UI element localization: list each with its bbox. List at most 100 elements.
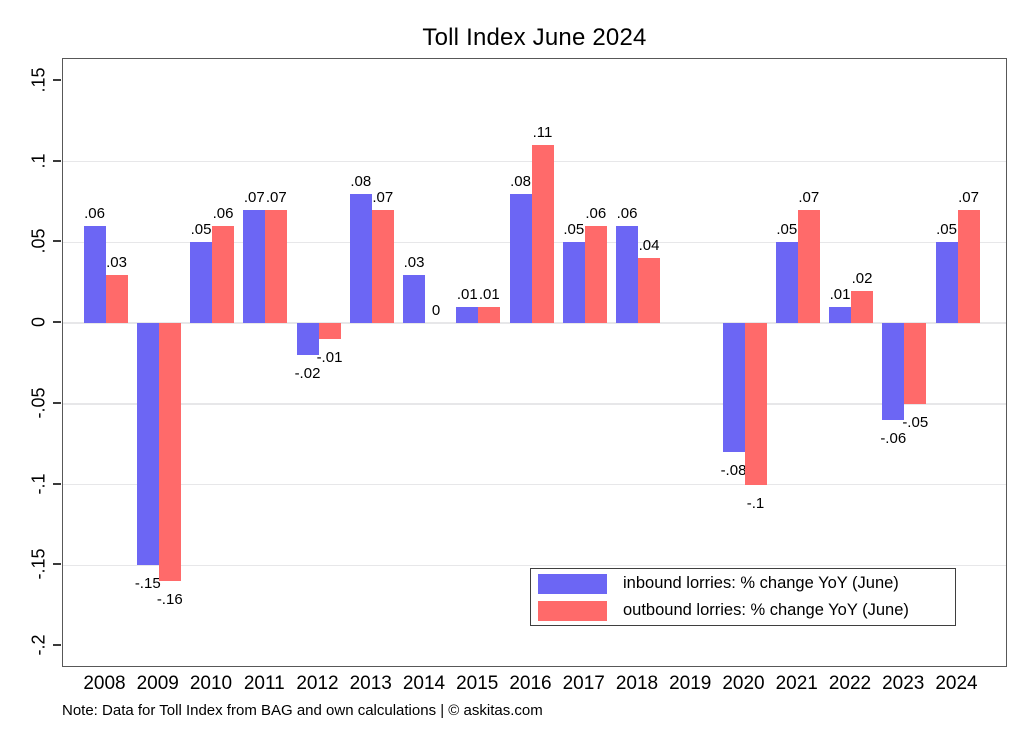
x-axis-label-2016: 2016 (509, 673, 552, 694)
y-tick-label--.1: -.1 (28, 472, 49, 495)
legend-label-inbound: inbound lorries: % change YoY (June) (623, 574, 899, 592)
x-axis-label-2023: 2023 (882, 673, 925, 694)
value-label-inbound-2023: -.06 (880, 429, 907, 447)
value-label-outbound-2011: .07 (265, 188, 287, 206)
bar-inbound-2011 (243, 209, 266, 323)
bar-inbound-2008 (83, 226, 106, 323)
value-label-inbound-2015: .01 (456, 285, 478, 303)
bar-inbound-2023 (882, 323, 905, 420)
bar-outbound-2011 (265, 209, 288, 323)
bar-outbound-2018 (638, 258, 660, 323)
gridline-y--0.05 (63, 403, 1006, 405)
y-tick-label--.15: -.15 (28, 548, 49, 580)
bar-outbound-2016 (531, 145, 554, 323)
x-axis-label-2021: 2021 (775, 673, 818, 694)
bar-outbound-2024 (957, 209, 980, 323)
bar-outbound-2012 (318, 323, 341, 340)
value-label-inbound-2011: .07 (243, 188, 265, 206)
x-axis-label-2022: 2022 (828, 673, 872, 694)
x-axis-label-2018: 2018 (615, 673, 659, 694)
bar-inbound-2015 (456, 306, 479, 323)
bar-inbound-2022 (829, 306, 851, 323)
bar-outbound-2022 (851, 290, 873, 323)
plot-area: .06.03 -.15 -.16.05.06.07.07 -.02 -.01.08.07… (62, 58, 1007, 667)
x-axis-label-2017: 2017 (562, 673, 605, 694)
legend-label-outbound: outbound lorries: % change YoY (June) (623, 601, 909, 619)
bar-inbound-2016 (509, 193, 532, 323)
bar-outbound-2017 (584, 226, 607, 323)
value-label-inbound-2008: .06 (84, 205, 105, 223)
value-label-inbound-2013: .08 (350, 172, 372, 190)
value-label-outbound-2014: 0 (431, 302, 441, 319)
gridline-y--0.15 (63, 564, 1006, 566)
value-label-inbound-2022: .01 (829, 285, 851, 303)
chart-title: Toll Index June 2024 (422, 24, 647, 51)
x-axis-label-2020: 2020 (722, 673, 765, 694)
inbound-swatch (538, 573, 607, 594)
value-label-inbound-2014: .03 (403, 253, 425, 271)
value-label-inbound-2010: .05 (190, 221, 212, 239)
y-tick-.05 (53, 240, 61, 243)
bar-inbound-2009 (136, 323, 159, 566)
value-label-outbound-2009: -.16 (156, 591, 183, 609)
x-axis-label-2010: 2010 (189, 673, 233, 694)
bar-outbound-2013 (371, 209, 394, 323)
x-axis-label-2014: 2014 (402, 673, 446, 694)
bar-outbound-2021 (797, 209, 820, 323)
bar-inbound-2020 (722, 323, 745, 453)
value-label-outbound-2022: .02 (851, 269, 873, 287)
y-tick-label-.15: .15 (28, 67, 49, 93)
x-axis-label-2008: 2008 (83, 673, 126, 694)
bar-inbound-2021 (775, 242, 798, 323)
y-tick-.1 (53, 159, 61, 162)
y-tick--.1 (53, 482, 61, 485)
legend-row-outbound: outbound lorries: % change YoY (June) (538, 600, 955, 621)
value-label-inbound-2012: -.02 (294, 365, 321, 383)
bar-outbound-2009 (158, 323, 181, 582)
gridline-y-0 (63, 322, 1006, 324)
value-label-inbound-2018: .06 (616, 205, 638, 223)
x-axis-label-2012: 2012 (296, 673, 339, 694)
gridline-y--0.1 (63, 483, 1006, 486)
bar-inbound-2018 (616, 226, 638, 323)
bar-inbound-2013 (349, 193, 372, 323)
y-tick-0 (53, 321, 61, 323)
value-label-inbound-2016: .08 (510, 172, 531, 190)
y-tick--.2 (53, 644, 61, 646)
value-label-outbound-2023: -.05 (902, 413, 929, 431)
value-label-outbound-2012: -.01 (316, 349, 343, 367)
bar-outbound-2023 (904, 323, 927, 404)
value-label-outbound-2008: .03 (106, 253, 127, 271)
x-axis-label-2015: 2015 (456, 673, 499, 694)
bar-outbound-2008 (105, 274, 128, 323)
x-axis-label-2013: 2013 (349, 673, 392, 694)
legend: inbound lorries: % change YoY (June) out… (530, 568, 956, 626)
y-tick-label-.05: .05 (28, 228, 49, 254)
value-label-outbound-2024: .07 (958, 188, 979, 206)
legend-row-inbound: inbound lorries: % change YoY (June) (538, 573, 955, 594)
bar-outbound-2020 (744, 323, 767, 485)
value-label-inbound-2021: .05 (776, 221, 798, 239)
value-label-outbound-2016: .11 (532, 124, 553, 142)
x-axis-label-2024: 2024 (935, 673, 978, 694)
source-note: Note: Data for Toll Index from BAG and o… (62, 702, 543, 719)
bar-inbound-2014 (403, 274, 425, 323)
x-axis-label-2009: 2009 (136, 673, 179, 694)
value-label-outbound-2015: .01 (478, 285, 500, 303)
value-label-inbound-2020: -.08 (720, 462, 747, 480)
bar-outbound-2015 (478, 306, 501, 323)
bar-inbound-2012 (296, 323, 319, 356)
bar-inbound-2024 (935, 242, 958, 323)
y-tick-label--.05: -.05 (28, 387, 49, 419)
x-axis-label-2019: 2019 (669, 673, 712, 694)
value-label-outbound-2020: -.1 (746, 494, 765, 512)
outbound-swatch (538, 600, 607, 621)
value-label-inbound-2024: .05 (936, 221, 957, 239)
y-tick-label-0: 0 (28, 316, 49, 328)
value-label-outbound-2018: .04 (638, 237, 660, 255)
value-label-outbound-2017: .06 (585, 205, 607, 223)
x-axis-label-2011: 2011 (243, 673, 285, 694)
y-tick-.15 (53, 78, 61, 81)
bar-outbound-2010 (212, 226, 234, 323)
